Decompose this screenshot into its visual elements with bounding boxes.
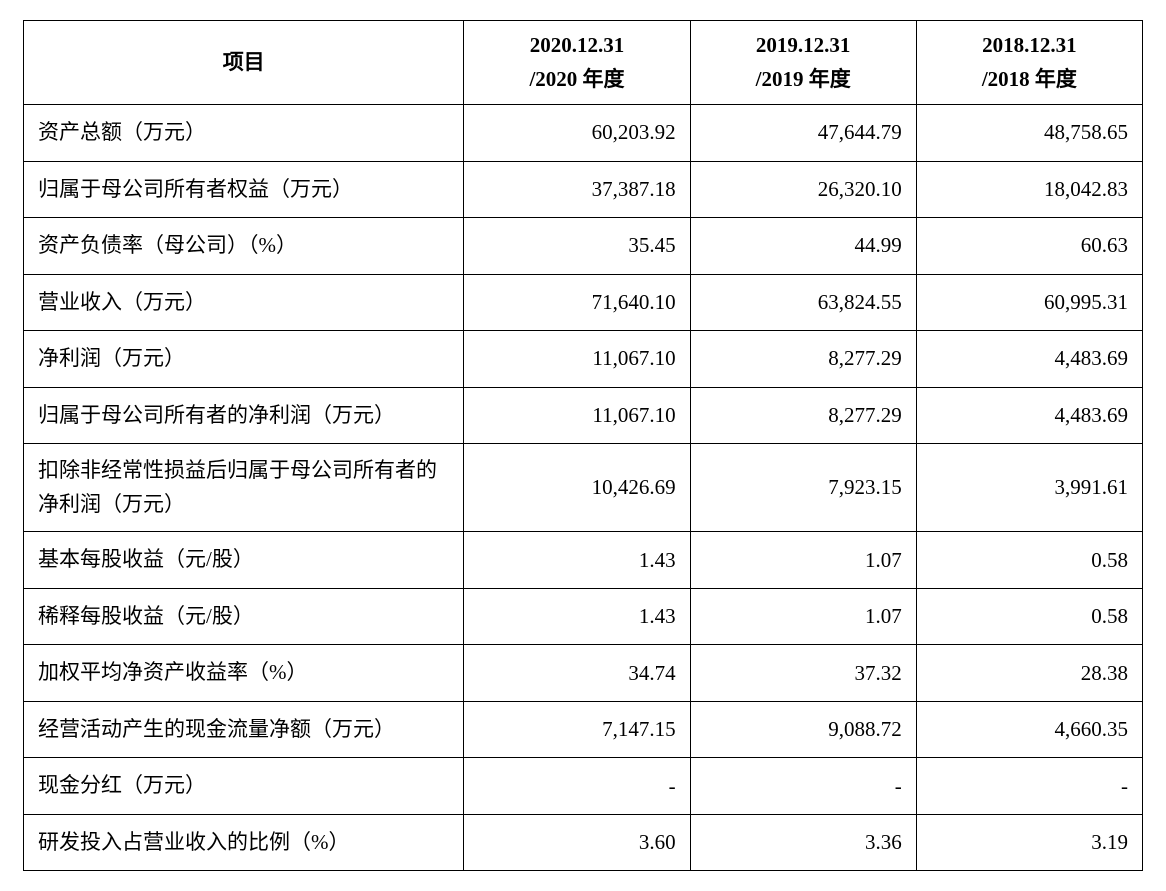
row-label: 经营活动产生的现金流量净额（万元） bbox=[24, 701, 464, 758]
row-value: 28.38 bbox=[916, 645, 1142, 702]
row-value: 4,660.35 bbox=[916, 701, 1142, 758]
header-year-line2-prefix: /2018 bbox=[982, 67, 1035, 91]
row-value: 1.07 bbox=[690, 532, 916, 589]
table-row: 资产总额（万元）60,203.9247,644.7948,758.65 bbox=[24, 105, 1143, 162]
header-year-line1: 2018.12.31 bbox=[982, 33, 1077, 57]
row-value: 48,758.65 bbox=[916, 105, 1142, 162]
table-row: 归属于母公司所有者的净利润（万元）11,067.108,277.294,483.… bbox=[24, 387, 1143, 444]
row-value: 63,824.55 bbox=[690, 274, 916, 331]
row-value: 4,483.69 bbox=[916, 331, 1142, 388]
row-value: 3,991.61 bbox=[916, 444, 1142, 532]
row-value: - bbox=[690, 758, 916, 815]
row-value: 8,277.29 bbox=[690, 387, 916, 444]
table-row: 研发投入占营业收入的比例（%）3.603.363.19 bbox=[24, 814, 1143, 871]
financial-table-container: 项目 2020.12.31 /2020 年度 2019.12.31 /2019 … bbox=[23, 20, 1143, 871]
row-label: 基本每股收益（元/股） bbox=[24, 532, 464, 589]
row-value: 44.99 bbox=[690, 218, 916, 275]
header-item-label: 项目 bbox=[24, 21, 464, 105]
table-row: 营业收入（万元）71,640.1063,824.5560,995.31 bbox=[24, 274, 1143, 331]
row-value: 1.43 bbox=[464, 588, 690, 645]
row-value: 11,067.10 bbox=[464, 331, 690, 388]
row-value: 37,387.18 bbox=[464, 161, 690, 218]
row-value: 3.60 bbox=[464, 814, 690, 871]
header-year-2020: 2020.12.31 /2020 年度 bbox=[464, 21, 690, 105]
header-year-line1: 2020.12.31 bbox=[530, 33, 625, 57]
row-value: 1.07 bbox=[690, 588, 916, 645]
header-year-2019: 2019.12.31 /2019 年度 bbox=[690, 21, 916, 105]
table-row: 加权平均净资产收益率（%）34.7437.3228.38 bbox=[24, 645, 1143, 702]
row-label: 研发投入占营业收入的比例（%） bbox=[24, 814, 464, 871]
row-label: 资产负债率（母公司）（%） bbox=[24, 218, 464, 275]
row-value: 60.63 bbox=[916, 218, 1142, 275]
table-row: 净利润（万元）11,067.108,277.294,483.69 bbox=[24, 331, 1143, 388]
row-value: 0.58 bbox=[916, 532, 1142, 589]
table-header: 项目 2020.12.31 /2020 年度 2019.12.31 /2019 … bbox=[24, 21, 1143, 105]
row-value: 37.32 bbox=[690, 645, 916, 702]
row-value: 35.45 bbox=[464, 218, 690, 275]
row-label: 归属于母公司所有者的净利润（万元） bbox=[24, 387, 464, 444]
row-value: 7,923.15 bbox=[690, 444, 916, 532]
table-row: 现金分红（万元）--- bbox=[24, 758, 1143, 815]
row-value: 7,147.15 bbox=[464, 701, 690, 758]
header-year-2018: 2018.12.31 /2018 年度 bbox=[916, 21, 1142, 105]
table-row: 资产负债率（母公司）（%）35.4544.9960.63 bbox=[24, 218, 1143, 275]
row-value: 11,067.10 bbox=[464, 387, 690, 444]
header-year-line1: 2019.12.31 bbox=[756, 33, 851, 57]
header-year-line2-prefix: /2020 bbox=[529, 67, 582, 91]
row-value: - bbox=[916, 758, 1142, 815]
row-value: 47,644.79 bbox=[690, 105, 916, 162]
row-value: 71,640.10 bbox=[464, 274, 690, 331]
row-value: 3.36 bbox=[690, 814, 916, 871]
row-value: 10,426.69 bbox=[464, 444, 690, 532]
table-row: 稀释每股收益（元/股）1.431.070.58 bbox=[24, 588, 1143, 645]
row-value: 8,277.29 bbox=[690, 331, 916, 388]
header-row: 项目 2020.12.31 /2020 年度 2019.12.31 /2019 … bbox=[24, 21, 1143, 105]
row-value: 4,483.69 bbox=[916, 387, 1142, 444]
row-value: 26,320.10 bbox=[690, 161, 916, 218]
row-value: 9,088.72 bbox=[690, 701, 916, 758]
row-label: 净利润（万元） bbox=[24, 331, 464, 388]
row-label: 归属于母公司所有者权益（万元） bbox=[24, 161, 464, 218]
row-value: 1.43 bbox=[464, 532, 690, 589]
table-row: 基本每股收益（元/股）1.431.070.58 bbox=[24, 532, 1143, 589]
row-value: 18,042.83 bbox=[916, 161, 1142, 218]
row-label: 稀释每股收益（元/股） bbox=[24, 588, 464, 645]
row-value: 60,203.92 bbox=[464, 105, 690, 162]
financial-table: 项目 2020.12.31 /2020 年度 2019.12.31 /2019 … bbox=[23, 20, 1143, 871]
table-body: 资产总额（万元）60,203.9247,644.7948,758.65归属于母公… bbox=[24, 105, 1143, 871]
table-row: 经营活动产生的现金流量净额（万元）7,147.159,088.724,660.3… bbox=[24, 701, 1143, 758]
header-year-line2-suffix: 年度 bbox=[1035, 67, 1077, 91]
row-value: 34.74 bbox=[464, 645, 690, 702]
header-year-line2-prefix: /2019 bbox=[756, 67, 809, 91]
row-value: 3.19 bbox=[916, 814, 1142, 871]
row-label: 营业收入（万元） bbox=[24, 274, 464, 331]
row-label: 现金分红（万元） bbox=[24, 758, 464, 815]
table-row: 归属于母公司所有者权益（万元）37,387.1826,320.1018,042.… bbox=[24, 161, 1143, 218]
row-value: 0.58 bbox=[916, 588, 1142, 645]
table-row: 扣除非经常性损益后归属于母公司所有者的净利润（万元）10,426.697,923… bbox=[24, 444, 1143, 532]
header-year-line2-suffix: 年度 bbox=[809, 67, 851, 91]
row-value: - bbox=[464, 758, 690, 815]
row-label: 加权平均净资产收益率（%） bbox=[24, 645, 464, 702]
row-value: 60,995.31 bbox=[916, 274, 1142, 331]
row-label: 扣除非经常性损益后归属于母公司所有者的净利润（万元） bbox=[24, 444, 464, 532]
header-year-line2-suffix: 年度 bbox=[583, 67, 625, 91]
row-label: 资产总额（万元） bbox=[24, 105, 464, 162]
